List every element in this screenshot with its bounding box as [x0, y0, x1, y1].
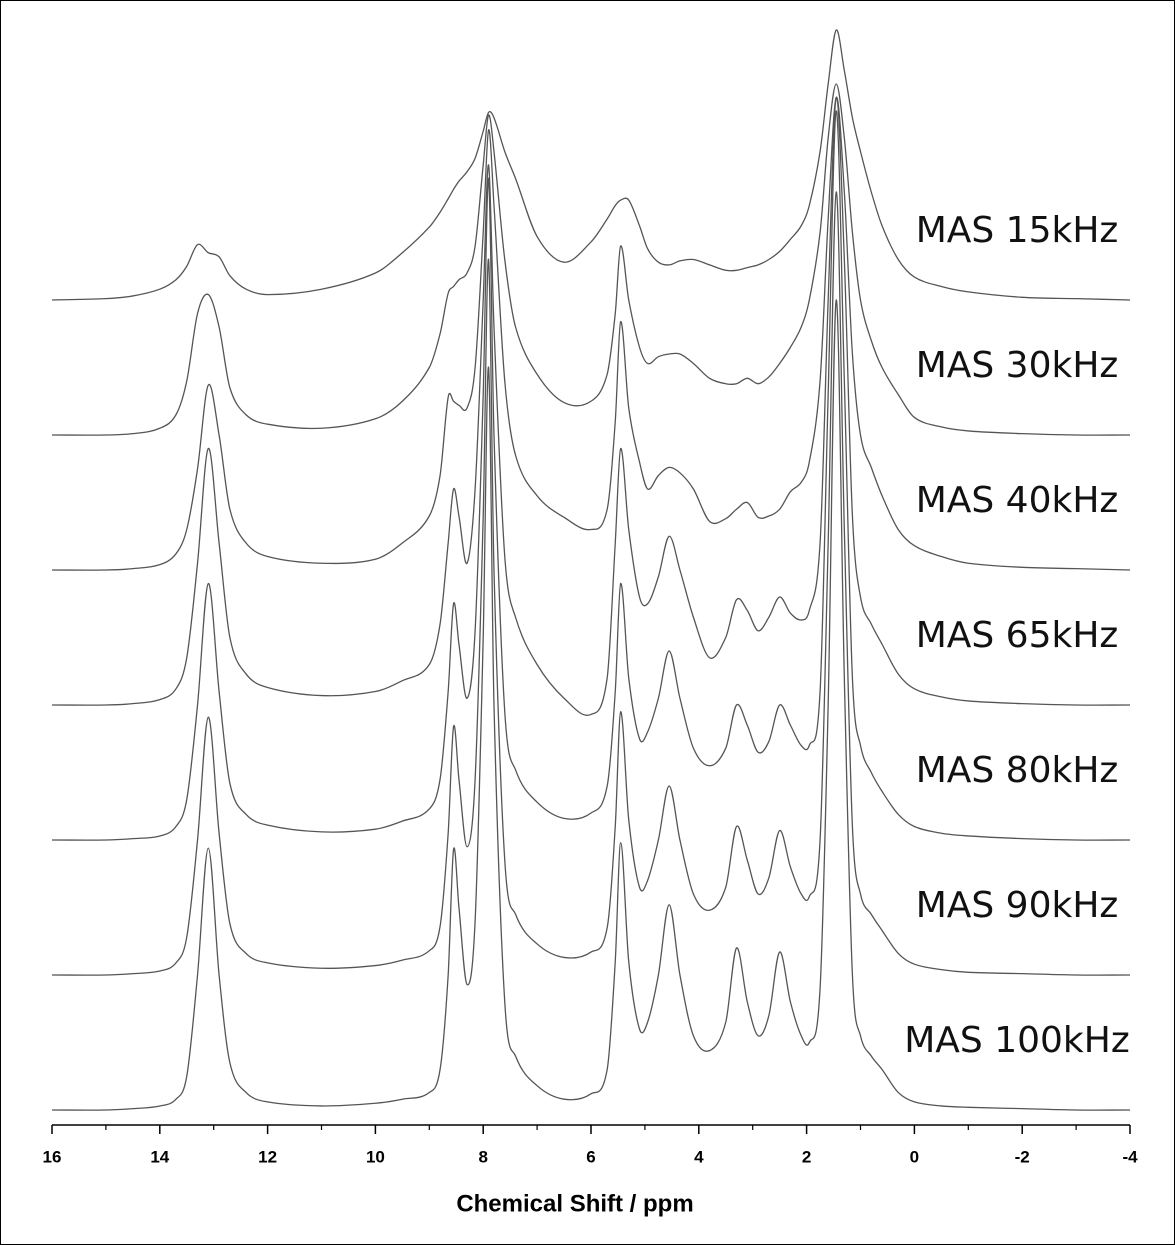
x-axis-label: Chemical Shift / ppm [456, 1190, 693, 1217]
series-label: MAS 40kHz [916, 480, 1119, 521]
x-tick-label: 4 [694, 1147, 704, 1166]
series-label: MAS 90kHz [916, 885, 1119, 926]
x-tick-label: -4 [1122, 1147, 1138, 1166]
spectrum-line [51, 110, 1131, 841]
x-tick-label: 0 [910, 1147, 919, 1166]
x-tick-label: 12 [258, 1147, 277, 1166]
spectrum-line [51, 191, 1131, 976]
spectrum-line [51, 96, 1131, 716]
x-tick-label: 2 [802, 1147, 811, 1166]
x-tick-label: 6 [586, 1147, 595, 1166]
spectrum-line [51, 83, 1131, 436]
series-label: MAS 100kHz [904, 1020, 1130, 1061]
x-tick-label: 8 [478, 1147, 487, 1166]
series-label: MAS 30kHz [916, 345, 1119, 386]
x-tick-label: -2 [1015, 1147, 1030, 1166]
series-label: MAS 15kHz [916, 210, 1119, 251]
spectrum-line [51, 29, 1131, 301]
spectrum-line [51, 299, 1131, 1111]
series-label: MAS 65kHz [916, 615, 1119, 656]
x-tick-label: 10 [366, 1147, 385, 1166]
x-tick-label: 16 [43, 1147, 62, 1166]
x-tick-label: 14 [150, 1147, 169, 1166]
spectrum-line [51, 96, 1131, 571]
series-label: MAS 80kHz [916, 750, 1119, 791]
